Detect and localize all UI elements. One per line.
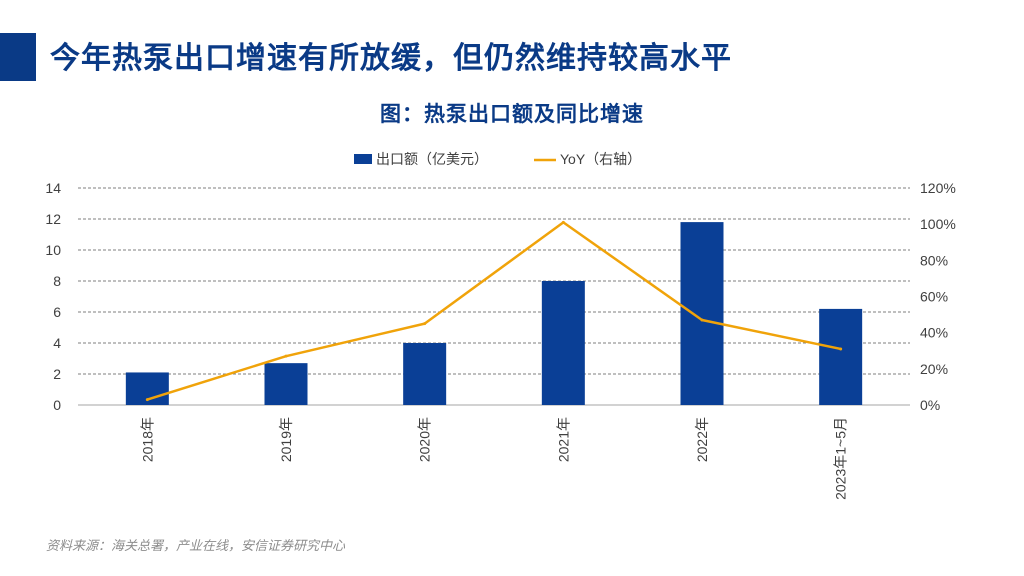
- x-tick-label: 2021年: [555, 417, 571, 462]
- chart-caption: 图：热泵出口额及同比增速: [380, 101, 644, 126]
- yoy-line: [146, 221, 841, 401]
- x-tick-label: 2022年: [694, 417, 710, 462]
- source-note: 资料来源：海关总署，产业在线，安信证券研究中心: [46, 539, 346, 554]
- yoy-point: [423, 322, 427, 326]
- legend-label-line: YoY（右轴）: [560, 151, 641, 167]
- y-right-tick-label: 120%: [920, 180, 956, 196]
- yoy-point: [700, 318, 704, 322]
- y-left-tick-label: 6: [53, 304, 61, 320]
- title-accent-bar: [0, 33, 36, 81]
- y-left-tick-label: 2: [53, 366, 61, 382]
- y-left-tick-label: 14: [45, 180, 61, 196]
- y-right-tick-label: 20%: [920, 361, 948, 377]
- y-left-tick-label: 8: [53, 273, 61, 289]
- x-tick-label: 2019年: [278, 417, 294, 462]
- legend-label-bar: 出口额（亿美元）: [376, 151, 488, 167]
- bar: [680, 222, 724, 405]
- y-right-tick-label: 80%: [920, 252, 948, 268]
- x-tick-label: 2018年: [139, 417, 155, 462]
- bar: [403, 343, 447, 405]
- y-right-tick-label: 100%: [920, 216, 956, 232]
- x-tick-label: 2020年: [417, 417, 433, 462]
- y-left-tick-label: 0: [53, 397, 61, 413]
- x-tick-label: 2023年1~5月: [833, 417, 849, 500]
- yoy-point: [145, 398, 149, 402]
- y-right-tick-label: 60%: [920, 289, 948, 305]
- bar: [541, 281, 585, 405]
- y-right-tick-label: 0%: [920, 397, 940, 413]
- y-left-tick-label: 10: [45, 242, 61, 258]
- y-left-tick-label: 4: [53, 335, 61, 351]
- y-left-tick-label: 12: [45, 211, 61, 227]
- yoy-point: [839, 347, 843, 351]
- bar: [819, 308, 863, 405]
- yoy-point: [561, 220, 565, 224]
- bar: [264, 363, 308, 405]
- legend-swatch-bar: [354, 154, 372, 164]
- chart: 0 2 4 6 8 10 12 14 0% 20% 40% 60% 80% 100% 120% 2018年 20…: [45, 151, 956, 500]
- y-right-tick-label: 40%: [920, 325, 948, 341]
- yoy-point: [284, 354, 288, 358]
- slide-title: 今年热泵出口增速有所放缓，但仍然维持较高水平: [50, 41, 732, 76]
